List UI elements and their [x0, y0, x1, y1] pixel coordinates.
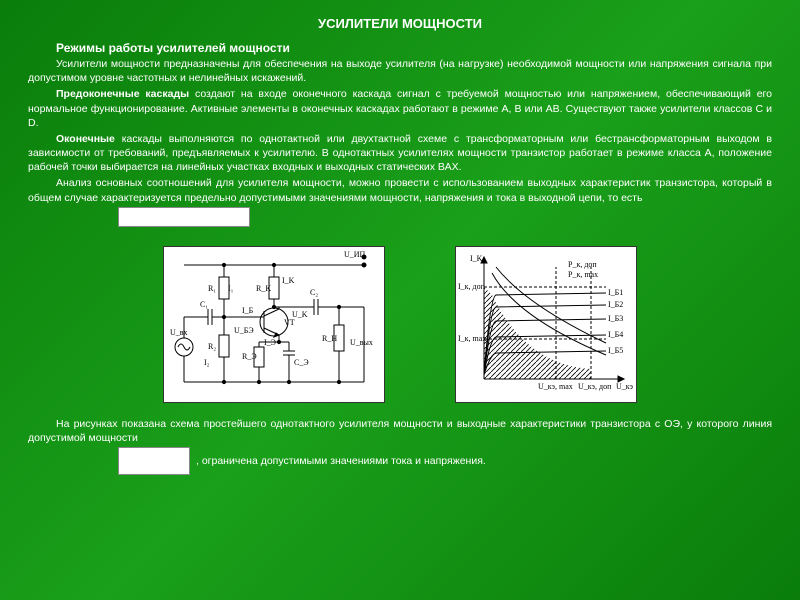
svg-text:I_Э: I_Э — [264, 338, 276, 347]
svg-text:U_кэ: U_кэ — [616, 382, 634, 391]
svg-text:I_Б3: I_Б3 — [608, 314, 623, 323]
svg-text:P_к, max: P_к, max — [568, 270, 598, 279]
text-output: каскады выполняются по однотактной или д… — [28, 133, 772, 173]
figure-circuit: U_ИП R₁ I₁ I_K R_K — [163, 246, 385, 403]
svg-text:I_Б: I_Б — [242, 306, 254, 315]
svg-text:C₁: C₁ — [200, 300, 208, 309]
svg-text:U_K: U_K — [292, 310, 308, 319]
svg-text:C₂: C₂ — [310, 288, 318, 297]
svg-text:R₂: R₂ — [208, 342, 216, 351]
formula-row-bottom: , ограничена допустимыми значениями тока… — [118, 447, 772, 475]
svg-text:I_K: I_K — [282, 276, 295, 285]
svg-text:P_к, доп: P_к, доп — [568, 260, 597, 269]
svg-text:U_ИП: U_ИП — [344, 250, 366, 259]
svg-text:I_Б1: I_Б1 — [608, 288, 623, 297]
svg-text:I_Б2: I_Б2 — [608, 300, 623, 309]
svg-text:I₁: I₁ — [228, 284, 234, 293]
svg-text:U_кэ, max: U_кэ, max — [538, 382, 573, 391]
svg-text:R_H: R_H — [322, 334, 337, 343]
svg-text:R₁: R₁ — [208, 284, 216, 293]
svg-text:C_Э: C_Э — [294, 358, 309, 367]
section-subtitle: Режимы работы усилителей мощности — [56, 41, 772, 55]
formula-ik — [118, 447, 190, 475]
paragraph-figures-caption: На рисунках показана схема простейшего о… — [28, 417, 772, 445]
svg-text:U_кэ, доп: U_кэ, доп — [578, 382, 612, 391]
svg-text:I_к, max: I_к, max — [458, 334, 486, 343]
svg-text:I_Б4: I_Б4 — [608, 330, 623, 339]
svg-text:U_вх: U_вх — [170, 328, 188, 337]
svg-text:R_Э: R_Э — [242, 352, 257, 361]
figure-output-characteristics: I_K U_кэ I_к, доп I_к, max U_кэ, max U_к… — [455, 246, 637, 403]
svg-text:U_вых: U_вых — [350, 338, 373, 347]
svg-text:R_K: R_K — [256, 284, 271, 293]
svg-text:I_к, доп: I_к, доп — [458, 282, 486, 291]
paragraph-preoutput: Предоконечные каскады создают на входе о… — [28, 87, 772, 130]
svg-text:I_Б5: I_Б5 — [608, 346, 623, 355]
formula-tail-text: , ограничена допустимыми значениями тока… — [196, 455, 486, 467]
lead-preoutput: Предоконечные каскады — [56, 88, 189, 100]
svg-text:U_БЭ: U_БЭ — [234, 326, 254, 335]
paragraph-output: Оконечные каскады выполняются по однотак… — [28, 132, 772, 175]
formula-limits — [118, 207, 250, 227]
paragraph-analysis: Анализ основных соотношений для усилител… — [28, 176, 772, 204]
svg-text:I_K: I_K — [470, 254, 483, 263]
page-title: УСИЛИТЕЛИ МОЩНОСТИ — [28, 16, 772, 31]
paragraph-intro: Усилители мощности предназначены для обе… — [28, 57, 772, 85]
figures-row: U_ИП R₁ I₁ I_K R_K — [28, 246, 772, 403]
svg-text:I₂: I₂ — [204, 358, 210, 367]
lead-output: Оконечные — [56, 133, 115, 145]
svg-text:VT: VT — [284, 318, 295, 327]
